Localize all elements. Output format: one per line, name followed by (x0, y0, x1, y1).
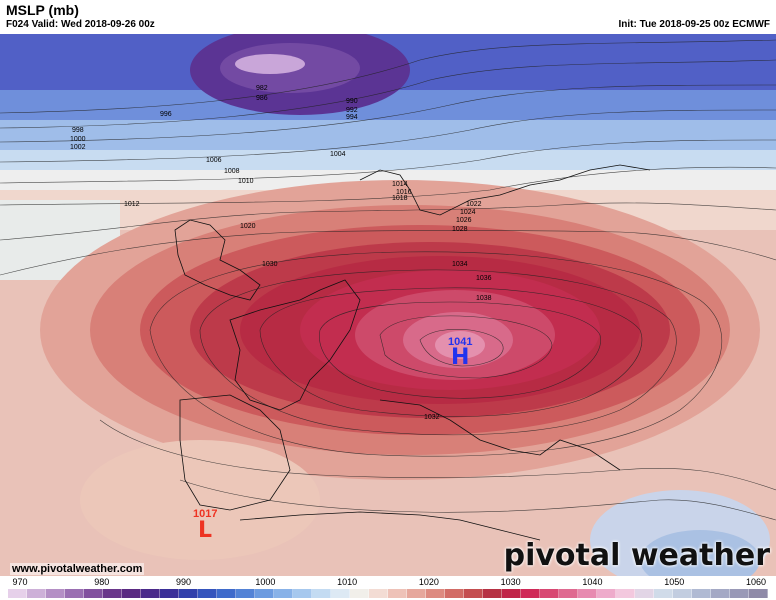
isobar-label: 992 (346, 107, 358, 114)
isobar-label: 986 (256, 95, 268, 102)
isobar-label: 994 (346, 114, 358, 121)
isobar-label: 1022 (466, 201, 482, 208)
legend-swatch (350, 589, 369, 598)
color-legend: 970 980 990 1000 1010 1020 1030 1040 1050 1060 (0, 577, 776, 600)
legend-swatch (84, 589, 103, 598)
isobar-label: 1014 (392, 181, 408, 188)
legend-swatch (312, 589, 331, 598)
isobar-label: 1008 (224, 168, 240, 175)
legend-swatch (141, 589, 160, 598)
website-credit: www.pivotalweather.com (10, 563, 145, 575)
brand-logo: pivotal weather (503, 538, 770, 573)
legend-swatch (293, 589, 312, 598)
isobar-label: 1036 (476, 275, 492, 282)
legend-swatch (445, 589, 464, 598)
legend-swatch (559, 589, 578, 598)
isobar-label: 1012 (124, 201, 140, 208)
legend-swatch (502, 589, 521, 598)
isobar-label: 1002 (70, 144, 86, 151)
valid-time: F024 Valid: Wed 2018-09-26 00z (6, 19, 155, 30)
legend-swatch (103, 589, 122, 598)
mslp-map[interactable]: 982 986 990 992 994 996 998 1000 1002 1004 1006 100… (0, 34, 776, 576)
legend-swatch (255, 589, 274, 598)
isobar-label: 990 (346, 98, 358, 105)
legend-swatch (521, 589, 540, 598)
legend-swatch (65, 589, 84, 598)
legend-swatch (616, 589, 635, 598)
legend-swatch (654, 589, 673, 598)
isobar-label: 982 (256, 85, 268, 92)
high-pressure-value: 1041 (448, 336, 473, 348)
isobar-label: 1024 (460, 209, 476, 216)
isobar-label: 1004 (330, 151, 346, 158)
color-bar (8, 589, 768, 598)
legend-swatch (692, 589, 711, 598)
legend-swatch (673, 589, 692, 598)
legend-swatch (369, 589, 388, 598)
map-title: MSLP (mb) (6, 2, 79, 18)
legend-tick-label: 1020 (418, 577, 439, 587)
legend-swatch (483, 589, 502, 598)
isobar-label: 1018 (392, 195, 408, 202)
isobar-label: 1000 (70, 136, 86, 143)
isobar-label: 1026 (456, 217, 472, 224)
legend-swatch (179, 589, 198, 598)
legend-tick-label: 980 (94, 577, 110, 587)
isobar-label: 1032 (424, 414, 440, 421)
legend-tick-label: 1050 (664, 577, 685, 587)
legend-swatch (388, 589, 407, 598)
isobar-label: 1010 (238, 178, 254, 185)
isobar-label: 1030 (262, 261, 278, 268)
high-pressure-marker: H (451, 345, 470, 370)
legend-swatch (464, 589, 483, 598)
isobar-label: 1028 (452, 226, 468, 233)
header-bar: MSLP (mb) F024 Valid: Wed 2018-09-26 00z… (0, 0, 776, 34)
isobar-label: 996 (160, 111, 172, 118)
legend-swatch (578, 589, 597, 598)
legend-tick-label: 1010 (337, 577, 358, 587)
legend-tick-label: 970 (12, 577, 28, 587)
low-pressure-value: 1017 (193, 508, 218, 520)
legend-swatch (540, 589, 559, 598)
legend-swatch (27, 589, 46, 598)
legend-tick-label: 1040 (582, 577, 603, 587)
legend-swatch (274, 589, 293, 598)
isobar-label: 1016 (396, 189, 412, 196)
legend-swatch (198, 589, 217, 598)
legend-swatch (749, 589, 768, 598)
legend-swatch (711, 589, 730, 598)
legend-swatch (730, 589, 749, 598)
legend-swatch (46, 589, 65, 598)
isobar-label: 1006 (206, 157, 222, 164)
init-time: Init: Tue 2018-09-25 00z ECMWF (618, 19, 770, 30)
legend-swatch (8, 589, 27, 598)
isobar-label: 1034 (452, 261, 468, 268)
legend-swatch (597, 589, 616, 598)
legend-tick-label: 1060 (745, 577, 767, 587)
legend-swatch (426, 589, 445, 598)
legend-swatch (635, 589, 654, 598)
legend-swatch (407, 589, 426, 598)
isobar-label: 1020 (240, 223, 256, 230)
isobar-label: 1038 (476, 295, 492, 302)
legend-swatch (236, 589, 255, 598)
isobar-label: 998 (72, 127, 84, 134)
low-pressure-marker: L (198, 518, 213, 543)
legend-swatch (160, 589, 179, 598)
legend-swatch (217, 589, 236, 598)
legend-tick-label: 1000 (255, 577, 276, 587)
legend-swatch (122, 589, 141, 598)
legend-swatch (331, 589, 350, 598)
legend-tick-label: 1030 (500, 577, 521, 587)
legend-tick-label: 990 (176, 577, 192, 587)
